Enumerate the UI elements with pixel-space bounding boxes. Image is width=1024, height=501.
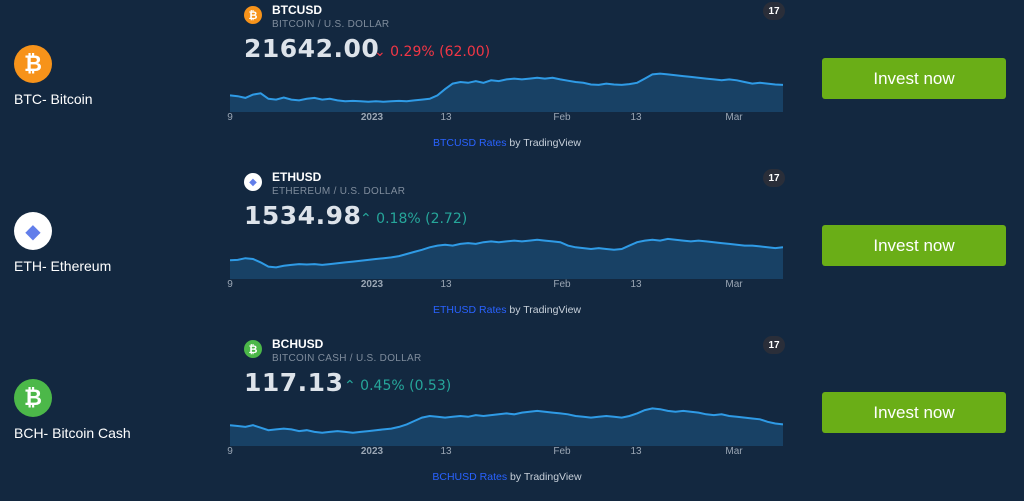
x-tick-label: Mar: [725, 112, 743, 123]
invest-now-button[interactable]: Invest now: [822, 392, 1006, 433]
attribution-suffix: by TradingView: [509, 137, 582, 149]
price-area-chart: [230, 407, 783, 446]
symbol-name: BCHUSD: [272, 337, 324, 351]
price-change: ⌃ 0.18% (2.72): [360, 211, 468, 227]
x-tick-label: 9: [227, 446, 233, 457]
tradingview-mini-chart[interactable]: ◆ ETHUSD ETHEREUM / U.S. DOLLAR 1534.98 …: [226, 167, 788, 334]
attribution-suffix: by TradingView: [509, 304, 582, 316]
x-tick-label: 9: [227, 279, 233, 290]
price-change: ⌄ 0.29% (62.00): [374, 44, 491, 60]
chart-line: [230, 407, 783, 434]
price-area-chart: [230, 237, 783, 279]
ethereum-icon: ◆: [14, 212, 52, 250]
attribution: BCHUSD Rates by TradingView: [226, 471, 788, 483]
x-tick-label: Feb: [553, 279, 571, 290]
chart-line: [230, 72, 783, 103]
attribution-suffix: by TradingView: [510, 471, 582, 483]
price-value: 117.13: [244, 368, 344, 397]
bitcoin-cash-icon: ₿: [14, 379, 52, 417]
tradingview-mini-chart[interactable]: ₿ BCHUSD BITCOIN CASH / U.S. DOLLAR 117.…: [226, 334, 788, 501]
rates-link[interactable]: ETHUSD Rates: [432, 304, 507, 316]
bitcoin-cash-small-icon: ₿: [244, 340, 262, 358]
x-tick-label: 13: [630, 279, 642, 290]
tradingview-logo-icon[interactable]: 17: [763, 169, 785, 187]
symbol-name: ETHUSD: [272, 170, 322, 184]
invest-now-button[interactable]: Invest now: [822, 225, 1006, 266]
coin-info: ₿ BCH- Bitcoin Cash: [14, 379, 214, 441]
invest-now-button[interactable]: Invest now: [822, 58, 1006, 99]
x-tick-label: Feb: [553, 112, 571, 123]
price-change: ⌃ 0.45% (0.53): [344, 378, 452, 394]
x-tick-label: Feb: [553, 446, 571, 457]
rates-link[interactable]: BTCUSD Rates: [432, 137, 507, 149]
asset-row-btcusd: ₿ BTC- Bitcoin ₿ BTCUSD BITCOIN / U.S. D…: [0, 0, 1024, 167]
x-tick-label: 9: [227, 112, 233, 123]
attribution: ETHUSD Rates by TradingView: [226, 304, 788, 316]
price-value: 21642.00: [244, 34, 380, 63]
symbol-description: ETHEREUM / U.S. DOLLAR: [272, 186, 406, 197]
ethereum-small-icon: ◆: [244, 173, 262, 191]
symbol-description: BITCOIN CASH / U.S. DOLLAR: [272, 353, 422, 364]
x-tick-label: 13: [440, 112, 452, 123]
coin-info: ₿ BTC- Bitcoin: [14, 45, 214, 107]
x-tick-label: 2023: [360, 446, 384, 457]
x-tick-label: 13: [630, 446, 642, 457]
symbol-name: BTCUSD: [272, 3, 322, 17]
x-axis-ticks: 9 2023 13 Feb 13 Mar: [226, 446, 788, 460]
tradingview-logo-icon[interactable]: 17: [763, 2, 785, 20]
symbol-description: BITCOIN / U.S. DOLLAR: [272, 19, 390, 30]
x-tick-label: Mar: [725, 279, 743, 290]
coin-label: BCH- Bitcoin Cash: [14, 425, 131, 441]
x-axis-ticks: 9 2023 13 Feb 13 Mar: [226, 279, 788, 293]
tradingview-logo-icon[interactable]: 17: [763, 336, 785, 354]
price-value: 1534.98: [244, 201, 362, 230]
chart-line: [230, 237, 783, 269]
x-tick-label: 2023: [360, 279, 384, 290]
chart-area-fill: [230, 408, 783, 446]
x-tick-label: 13: [630, 112, 642, 123]
coin-info: ◆ ETH- Ethereum: [14, 212, 214, 274]
price-area-chart: [230, 72, 783, 112]
asset-row-bchusd: ₿ BCH- Bitcoin Cash ₿ BCHUSD BITCOIN CAS…: [0, 334, 1024, 501]
x-axis-ticks: 9 2023 13 Feb 13 Mar: [226, 112, 788, 126]
x-tick-label: 13: [440, 279, 452, 290]
tradingview-mini-chart[interactable]: ₿ BTCUSD BITCOIN / U.S. DOLLAR 21642.00 …: [226, 0, 788, 167]
x-tick-label: Mar: [725, 446, 743, 457]
attribution: BTCUSD Rates by TradingView: [226, 137, 788, 149]
coin-label: ETH- Ethereum: [14, 258, 112, 274]
bitcoin-small-icon: ₿: [244, 6, 262, 24]
bitcoin-icon: ₿: [14, 45, 52, 83]
asset-row-ethusd: ◆ ETH- Ethereum ◆ ETHUSD ETHEREUM / U.S.…: [0, 167, 1024, 334]
chart-area-fill: [230, 238, 783, 279]
rates-link[interactable]: BCHUSD Rates: [432, 471, 508, 483]
coin-label: BTC- Bitcoin: [14, 91, 93, 107]
x-tick-label: 13: [440, 446, 452, 457]
x-tick-label: 2023: [360, 112, 384, 123]
